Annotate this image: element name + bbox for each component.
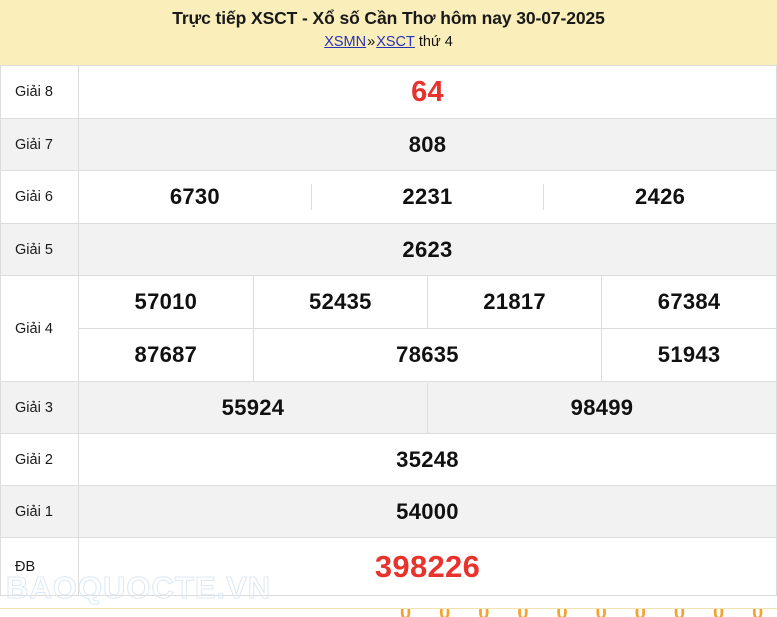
loto-number: 0 (752, 609, 763, 617)
prize-label-giai-4: Giải 4 (0, 275, 79, 382)
page-title: Trực tiếp XSCT - Xổ số Cần Thơ hôm nay 3… (172, 8, 605, 28)
loto-number: 0 (557, 609, 568, 617)
loto-number: 0 (478, 609, 489, 617)
prize-label-giai-3: Giải 3 (0, 381, 79, 434)
prize-subcell: 87687 (79, 328, 254, 381)
prize-cell-giai-4: 57010 52435 21817 67384 87687 78635 (78, 275, 777, 382)
lottery-results-table: Giải 8 64 Giải 7 808 Giải 6 6730 2231 (0, 65, 777, 596)
loto-number: 0 (517, 609, 528, 617)
prize-number: 2426 (635, 184, 686, 209)
prize-cell-giai-5: 2623 (78, 223, 777, 276)
prize-subcell: 57010 (79, 276, 253, 329)
prize-cell-giai-7: 808 (78, 118, 777, 171)
loto-number: 0 (439, 609, 450, 617)
loto-number: 0 (596, 609, 607, 617)
prize-subcell: 6730 (79, 184, 311, 210)
prize-subcell: 2231 (310, 184, 544, 210)
loto-number: 0 (674, 609, 685, 617)
prize-cell-giai-1: 54000 (78, 485, 777, 538)
prize-number: 21817 (483, 289, 546, 314)
table-row: Giải 7 808 (0, 118, 777, 171)
table-row: Giải 1 54000 (0, 485, 777, 538)
prize-label-db: ĐB (0, 537, 79, 596)
table-row: Giải 4 57010 52435 21817 67384 (0, 275, 777, 382)
prize-number: 2231 (402, 184, 453, 209)
prize-label-giai-5: Giải 5 (0, 223, 79, 276)
prize-subcell: 21817 (426, 276, 602, 329)
prize-label-giai-1: Giải 1 (0, 485, 79, 538)
prize-number: 52435 (309, 289, 372, 314)
loto-number: 0 (400, 609, 411, 617)
prize-number: 51943 (657, 342, 721, 367)
prize-number: 57010 (134, 289, 198, 314)
prize-label-giai-2: Giải 2 (0, 433, 79, 486)
prize-subcell: 55924 (79, 383, 428, 433)
prize-number: 6730 (169, 184, 220, 209)
prize-number: 78635 (396, 342, 459, 367)
prize-number: 55924 (221, 394, 285, 420)
prize-number: 54000 (396, 498, 459, 524)
partial-next-row: 000000000000 (0, 608, 777, 617)
table-row: ĐB 398226 (0, 537, 777, 596)
prize-subcell: 2426 (543, 184, 776, 210)
prize-cell-giai-3: 55924 98499 (78, 381, 777, 434)
table-row: Giải 3 55924 98499 (0, 381, 777, 434)
prize-cell-giai-6: 6730 2231 2426 (78, 170, 777, 224)
table-row: Giải 2 35248 (0, 433, 777, 486)
prize-subcell: 98499 (427, 382, 776, 433)
prize-subcell: 52435 (252, 276, 428, 329)
prize-subcell: 67384 (601, 276, 776, 329)
prize-cell-giai-8: 64 (78, 65, 777, 119)
loto-number: 0 (635, 609, 646, 617)
page-header: Trực tiếp XSCT - Xổ số Cần Thơ hôm nay 3… (0, 0, 777, 65)
prize-label-giai-6: Giải 6 (0, 170, 79, 224)
prize-number: 98499 (570, 394, 634, 420)
table-row: Giải 8 64 (0, 65, 777, 119)
breadcrumb-link-xsmn[interactable]: XSMN (324, 34, 367, 50)
breadcrumb-link-xsct[interactable]: XSCT (376, 34, 415, 50)
table-row: Giải 5 2623 (0, 223, 777, 276)
loto-number: 0 (713, 609, 724, 617)
table-row: Giải 6 6730 2231 2426 (0, 170, 777, 224)
prize-subcell: 51943 (601, 328, 776, 381)
prize-number: 398226 (374, 548, 481, 584)
breadcrumb-separator: » (367, 34, 376, 50)
prize-cell-giai-2: 35248 (78, 433, 777, 486)
prize-subcell: 78635 (252, 328, 602, 381)
breadcrumb: XSMN»XSCT thứ 4 (0, 32, 777, 53)
prize-number: 67384 (657, 289, 721, 314)
loto-number-list: 000000000000 (0, 609, 777, 617)
prize-number: 64 (411, 75, 444, 108)
breadcrumb-weekday: thứ 4 (418, 34, 453, 50)
prize-number: 87687 (134, 342, 198, 367)
prize-number: 35248 (396, 446, 459, 472)
prize-cell-db: 398226 (78, 537, 777, 596)
prize-number: 808 (408, 131, 447, 157)
prize-number: 2623 (402, 236, 453, 262)
prize-label-giai-7: Giải 7 (0, 118, 79, 171)
prize-label-giai-8: Giải 8 (0, 65, 79, 119)
